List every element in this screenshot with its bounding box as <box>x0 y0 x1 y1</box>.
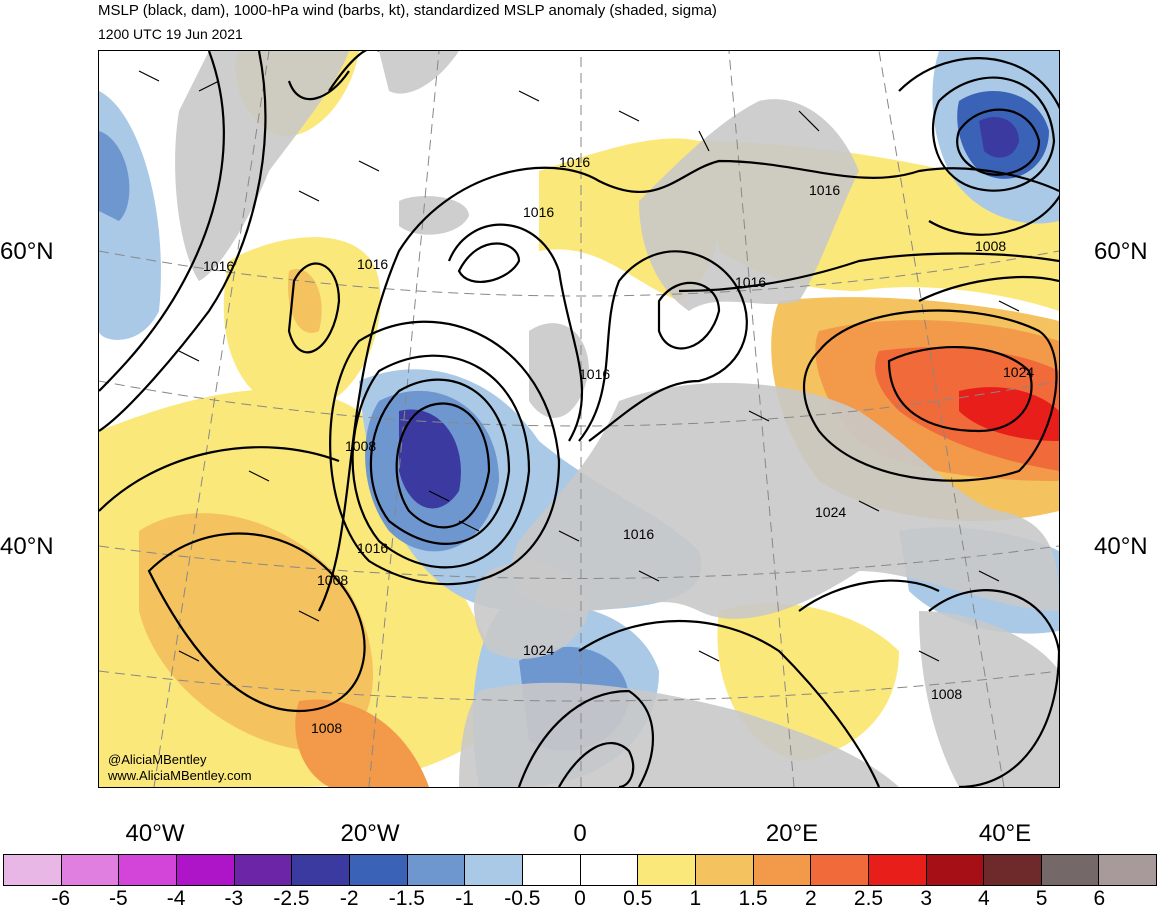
contour-label: 1016 <box>623 526 654 542</box>
contour-label: 1008 <box>317 572 348 588</box>
colorbar-tick-label: 2 <box>804 887 817 910</box>
contour-label: 1016 <box>357 256 388 272</box>
colorbar-swatch <box>984 855 1042 885</box>
colorbar-swatch <box>4 855 62 885</box>
colorbar-tick-label: -0.5 <box>504 887 541 910</box>
lon-label-20w: 20°W <box>340 820 400 847</box>
colorbar-tick-label: 2.5 <box>853 887 884 910</box>
colorbar-swatch <box>176 855 235 885</box>
lat-label-40n-right: 40°N <box>1094 533 1148 560</box>
colorbar-tick-label: -3 <box>224 887 244 910</box>
colorbar-swatch <box>407 855 466 885</box>
colorbar-swatch <box>292 855 350 885</box>
colorbar-tick-label: -2 <box>339 887 359 910</box>
credit-handle: @AliciaMBentley <box>108 752 207 767</box>
contour-label: 1024 <box>523 642 554 658</box>
contour-labels: 1016 1016 1016 1016 1016 1016 1016 1016 … <box>203 154 1034 736</box>
colorbar-tick-label: 6 <box>1093 887 1106 910</box>
colorbar-swatch <box>868 855 927 885</box>
lon-label-40e: 40°E <box>978 820 1032 847</box>
colorbar-tick-label: 0.5 <box>623 887 653 910</box>
contour-label: 1016 <box>579 366 610 382</box>
isobars <box>99 51 1059 787</box>
contour-label: 1016 <box>735 274 766 290</box>
colorbar-tick-label: 0 <box>574 887 586 910</box>
colorbar-tick-label: -6 <box>51 887 71 910</box>
colorbar-swatch <box>522 855 581 885</box>
contour-label: 1008 <box>311 720 342 736</box>
colorbar-tick-label: -5 <box>109 887 128 910</box>
colorbar <box>3 854 1157 886</box>
colorbar-swatch <box>1041 855 1100 885</box>
colorbar-swatch <box>1099 855 1157 885</box>
colorbar-tick-label: -2.5 <box>273 887 310 910</box>
lat-label-60n-right: 60°N <box>1094 238 1148 265</box>
map-title: MSLP (black, dam), 1000-hPa wind (barbs,… <box>98 2 717 19</box>
colorbar-labels: -6 -5 -4 -3 -2.5 -2 -1.5 -1 -0.5 0 0.5 1 1.5 2 2.5 3 4 5 6 <box>3 887 1157 911</box>
land-masses <box>175 51 1059 787</box>
contour-label: 1016 <box>523 204 554 220</box>
colorbar-tick-label: 5 <box>1035 887 1048 910</box>
colorbar-swatch <box>695 855 754 885</box>
colorbar-swatch <box>349 855 408 885</box>
colorbar-tick-label: -1 <box>455 887 474 910</box>
contour-label: 1008 <box>931 686 962 702</box>
colorbar-swatch <box>753 855 812 885</box>
map-canvas: 1016 1016 1016 1016 1016 1016 1016 1016 … <box>99 51 1059 787</box>
credit-website: www.AliciaMBentley.com <box>108 768 252 783</box>
lon-label-40w: 40°W <box>125 820 185 847</box>
colorbar-swatch <box>926 855 985 885</box>
colorbar-swatch <box>811 855 869 885</box>
lat-label-40n-left: 40°N <box>0 533 54 560</box>
colorbar-tick-label: -1.5 <box>388 887 425 910</box>
colorbar-tick-label: 1.5 <box>738 887 768 910</box>
contour-label: 1008 <box>975 238 1006 254</box>
colorbar-tick-label: -4 <box>166 887 186 910</box>
contour-label: 1016 <box>203 258 234 274</box>
colorbar-tick-label: 3 <box>920 887 933 910</box>
contour-label: 1016 <box>559 154 590 170</box>
colorbar-swatch <box>234 855 293 885</box>
colorbar-swatch <box>638 855 696 885</box>
contour-label: 1008 <box>345 438 376 454</box>
weather-map: 1016 1016 1016 1016 1016 1016 1016 1016 … <box>98 50 1060 788</box>
colorbar-swatch <box>119 855 177 885</box>
lat-label-60n-left: 60°N <box>0 238 54 265</box>
colorbar-tick-label: 4 <box>978 887 990 910</box>
lon-label-0: 0 <box>573 820 587 847</box>
contour-label: 1016 <box>357 540 388 556</box>
contour-label: 1024 <box>815 504 846 520</box>
colorbar-swatch <box>465 855 523 885</box>
contour-label: 1024 <box>1003 364 1034 380</box>
contour-label: 1016 <box>809 182 840 198</box>
colorbar-swatch <box>61 855 120 885</box>
valid-time: 1200 UTC 19 Jun 2021 <box>98 26 243 42</box>
wind-barbs <box>138 70 1020 662</box>
colorbar-swatch <box>580 855 639 885</box>
colorbar-tick-label: 1 <box>689 887 702 910</box>
lon-label-20e: 20°E <box>765 820 819 847</box>
graticule <box>99 51 1059 787</box>
